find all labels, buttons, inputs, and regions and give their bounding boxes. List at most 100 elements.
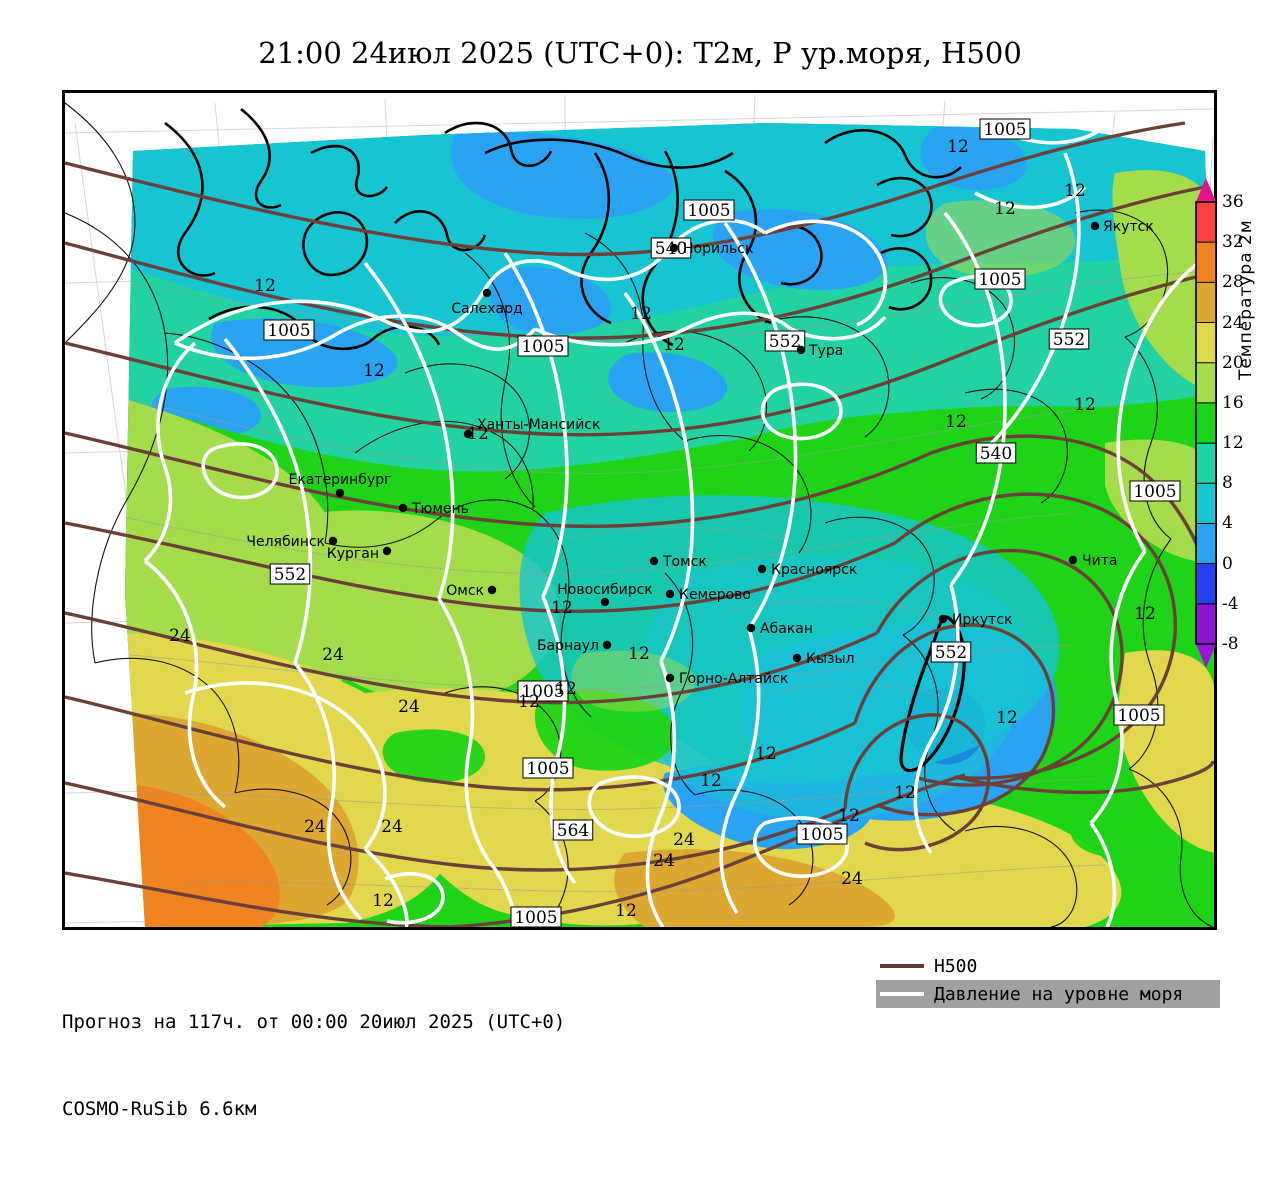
temperature-contour-label: 24: [381, 817, 403, 837]
city-dot-icon: [665, 589, 675, 599]
h500-label-group: 540540552552552552564: [269, 237, 1090, 841]
temperature-contour-label: 12: [372, 891, 394, 911]
colorbar-tick-36: 36: [1222, 192, 1244, 212]
city-label: Тюмень: [411, 501, 469, 517]
temperature-contour-label: 12: [996, 708, 1018, 728]
mslp-contour-label: 1005: [517, 680, 569, 702]
city-dot-icon: [335, 488, 345, 498]
label-text: 552: [274, 565, 306, 585]
label-box: [517, 680, 569, 702]
city-marker[interactable]: Томск: [649, 554, 707, 570]
label-text: 1005: [983, 120, 1026, 140]
city-marker[interactable]: Норильск: [669, 241, 754, 257]
temperature-contour-label: 24: [841, 869, 863, 889]
h500-contour-label: 564: [552, 819, 594, 841]
mslp-contour-label: 1005: [1113, 704, 1165, 726]
temperature-contour-label: 12: [947, 137, 969, 157]
colorbar-arrow-bottom: [1196, 644, 1216, 668]
city-marker[interactable]: Абакан: [746, 621, 813, 637]
city-marker[interactable]: Барнаул: [537, 638, 612, 654]
label-box: [979, 118, 1031, 140]
legend-swatch-h500: [880, 964, 924, 968]
label-text: 1005: [687, 201, 730, 221]
label-text: 540: [980, 444, 1012, 464]
temperature-contour-label: 24: [398, 697, 420, 717]
city-dot-icon: [746, 623, 756, 633]
temperature-colorbar: [1194, 178, 1218, 668]
colorbar-tick-16: 16: [1222, 392, 1244, 413]
city-marker[interactable]: Омск: [446, 583, 497, 599]
temperature-contour-label: 12: [630, 304, 652, 324]
city-marker[interactable]: Кемерово: [665, 587, 751, 603]
city-dot-icon: [792, 653, 802, 663]
label-box: [764, 330, 806, 352]
label-box: [1129, 480, 1181, 502]
city-marker[interactable]: Тура: [796, 343, 844, 359]
legend-label-h500: H500: [934, 955, 978, 977]
colorbar-tick-minus8: -8: [1222, 634, 1239, 654]
colorbar-tick-24: 24: [1222, 312, 1244, 333]
city-dot-icon: [382, 546, 392, 556]
colorbar-band: [1196, 483, 1216, 524]
colorbar-band: [1196, 362, 1216, 403]
temperature-contour-label: 12: [628, 644, 650, 664]
label-box: [517, 335, 569, 357]
city-marker[interactable]: Тюмень: [398, 501, 469, 517]
city-dot-icon: [487, 585, 497, 595]
colorbar-tick-0: 0: [1222, 553, 1233, 574]
mslp-label-group: 1005 1005 1005 1005 1005 1005 1005 1005 1005 1005…: [263, 118, 1181, 927]
mslp-contour-label: 1005: [974, 268, 1026, 290]
city-label: Иркутск: [952, 612, 1012, 628]
colorbar-tick-20: 20: [1222, 352, 1244, 373]
city-dot-icon: [938, 614, 948, 624]
city-label: Норильск: [683, 241, 753, 257]
mslp-contour-label: 1005: [796, 823, 848, 845]
label-box: [796, 823, 848, 845]
city-dot-icon: [796, 345, 806, 355]
city-dot-icon: [1090, 221, 1100, 231]
city-group: Якутск Норильск Салехард Тура Ханты-Мансийск…: [246, 219, 1153, 687]
colorbar-band: [1196, 402, 1216, 444]
colorbar-tick-12: 12: [1222, 433, 1244, 454]
colorbar-tick-8: 8: [1222, 473, 1233, 494]
city-marker[interactable]: Якутск: [1090, 219, 1154, 235]
city-dot-icon: [602, 640, 612, 650]
colorbar-band: [1196, 282, 1216, 323]
temperature-contour-label: 12: [1064, 181, 1086, 201]
city-marker[interactable]: Екатеринбург: [289, 472, 392, 498]
city-marker[interactable]: Горно-Алтайск: [665, 671, 788, 687]
city-label: Курган: [327, 546, 379, 562]
label-text: 1005: [526, 759, 569, 779]
city-marker[interactable]: Чита: [1068, 553, 1118, 569]
colorbar-band: [1196, 523, 1216, 564]
city-marker[interactable]: Иркутск: [938, 612, 1013, 628]
label-box: [552, 819, 594, 841]
city-marker[interactable]: Челябинск: [246, 534, 338, 550]
city-label: Кемерово: [679, 587, 751, 603]
city-marker[interactable]: Новосибирск: [557, 582, 653, 607]
city-marker[interactable]: Кызыл: [792, 651, 855, 667]
map-canvas[interactable]: 1005 1005 1005 1005 1005 1005 1005 1005 1005 1005…: [62, 90, 1217, 930]
city-marker[interactable]: Салехард: [451, 288, 523, 317]
label-text: 1005: [800, 825, 843, 845]
label-text: 1005: [521, 337, 564, 357]
label-box: [263, 319, 315, 341]
temperature-contour-label: 24: [304, 817, 326, 837]
city-dot-icon: [482, 288, 492, 298]
label-text: 1005: [521, 682, 564, 702]
mslp-contour-label: 1005: [522, 757, 574, 779]
mslp-contour-label: 1005: [517, 335, 569, 357]
temperature-contour-label: 12: [1134, 604, 1156, 624]
city-marker[interactable]: Курган: [327, 546, 392, 562]
city-marker[interactable]: Красноярск: [757, 562, 857, 578]
map-legend: H500 Давление на уровне моря: [876, 952, 1220, 1008]
forecast-info: Прогноз на 117ч. от 00:00 20июл 2025 (UT…: [62, 950, 565, 1182]
h500-contour-label: 552: [269, 563, 311, 585]
temperature-contour-label: 12: [551, 598, 573, 618]
h500-contour-label: 540: [975, 442, 1017, 464]
city-label: Тура: [808, 343, 843, 359]
temperature-contour-label: 12: [700, 771, 722, 791]
legend-label-mslp: Давление на уровне моря: [934, 983, 1184, 1005]
temperature-contour-label: 12: [994, 199, 1016, 219]
city-marker[interactable]: Ханты-Мансийск: [463, 417, 601, 439]
